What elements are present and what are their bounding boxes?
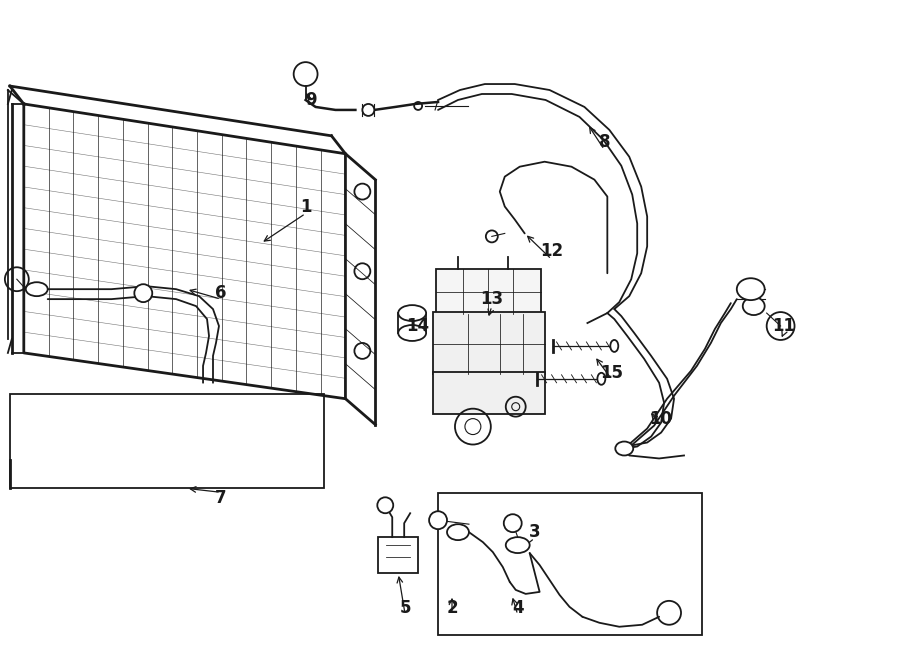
Text: 7: 7: [215, 489, 227, 507]
Ellipse shape: [506, 537, 530, 553]
Ellipse shape: [616, 442, 634, 455]
Text: 15: 15: [599, 364, 623, 382]
Circle shape: [504, 514, 522, 532]
Text: 6: 6: [215, 284, 227, 302]
Bar: [10, 394, 323, 488]
Bar: [438, 493, 702, 635]
Ellipse shape: [598, 373, 606, 385]
Circle shape: [429, 511, 447, 529]
Circle shape: [377, 497, 393, 513]
Text: 3: 3: [529, 523, 541, 541]
Ellipse shape: [610, 340, 618, 352]
Text: 9: 9: [305, 91, 317, 109]
Text: 10: 10: [650, 410, 672, 428]
Text: 8: 8: [598, 133, 610, 151]
Text: 5: 5: [400, 599, 411, 617]
FancyBboxPatch shape: [433, 312, 544, 374]
Text: 2: 2: [446, 599, 458, 617]
Text: 14: 14: [407, 317, 429, 335]
Text: 11: 11: [772, 317, 795, 335]
Text: 4: 4: [512, 599, 524, 617]
Text: 12: 12: [540, 243, 563, 260]
Text: 1: 1: [300, 198, 311, 215]
Bar: [378, 537, 419, 573]
Ellipse shape: [447, 524, 469, 540]
Ellipse shape: [398, 325, 426, 341]
FancyBboxPatch shape: [433, 372, 544, 414]
Ellipse shape: [26, 282, 48, 296]
Circle shape: [134, 284, 152, 302]
Text: 13: 13: [481, 290, 503, 308]
Ellipse shape: [398, 305, 426, 321]
FancyBboxPatch shape: [436, 269, 541, 314]
Circle shape: [363, 104, 374, 116]
Ellipse shape: [742, 297, 765, 315]
Ellipse shape: [737, 278, 765, 300]
